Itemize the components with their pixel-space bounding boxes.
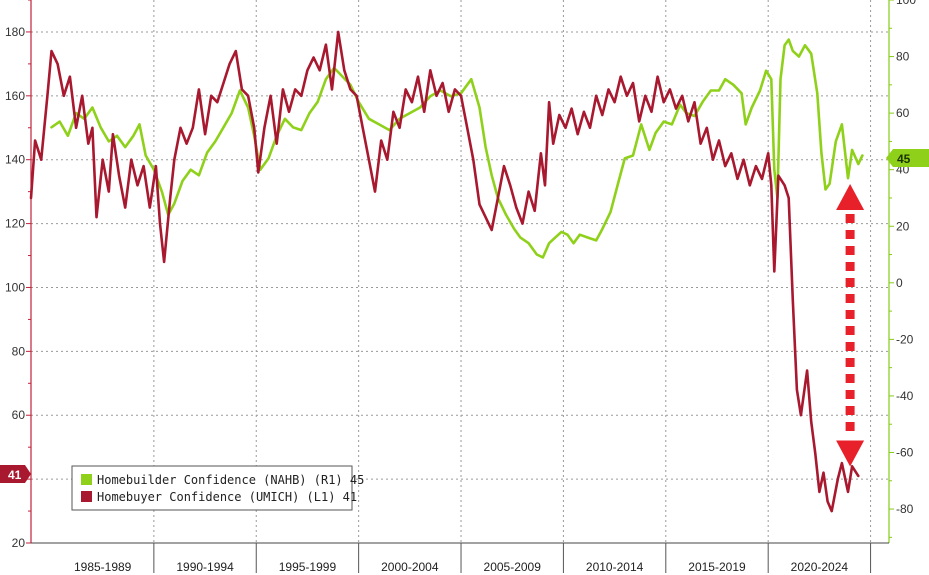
right-tick-label: 80 — [896, 50, 910, 64]
right-tick-label: 100 — [896, 0, 916, 7]
left-tick-label: 100 — [5, 280, 25, 294]
left-tick-label: 160 — [5, 89, 25, 103]
arrow-head-up — [836, 183, 865, 210]
x-period-label: 2020-2024 — [791, 560, 849, 574]
x-period-label: 1985-1989 — [74, 560, 132, 574]
left-value-badge — [0, 465, 31, 483]
x-period-label: 1990-1994 — [176, 560, 234, 574]
legend-swatch-nahb — [81, 474, 92, 485]
right-tick-label: -40 — [896, 389, 914, 403]
series-layer — [29, 30, 864, 513]
right-tick-label: 60 — [896, 106, 910, 120]
x-period-label: 2015-2019 — [688, 560, 746, 574]
legend-label-umich: Homebuyer Confidence (UMICH) (L1) 41 — [97, 490, 357, 504]
series-line-umich — [29, 30, 860, 513]
right-tick-label: -60 — [896, 446, 914, 460]
arrow-head-down — [836, 440, 865, 467]
x-axis-period-labels: 1985-1989 1990-1994 1995-1999 2000-2004 2005… — [74, 560, 848, 574]
right-tick-label: -80 — [896, 502, 914, 516]
left-tick-label: 20 — [12, 536, 26, 550]
right-value-badge — [886, 149, 929, 167]
legend: Homebuilder Confidence (NAHB) (R1) 45 Ho… — [71, 465, 364, 511]
right-tick-label: 20 — [896, 219, 910, 233]
left-tick-label: 180 — [5, 25, 25, 39]
left-axis: 20 60 80 100 120 140 160 180 — [5, 0, 31, 550]
x-period-label: 2005-2009 — [484, 560, 542, 574]
x-period-label: 2000-2004 — [381, 560, 439, 574]
x-period-label: 2010-2014 — [586, 560, 644, 574]
right-tick-label: 0 — [896, 276, 903, 290]
x-period-label: 1995-1999 — [279, 560, 337, 574]
right-value-badge-text: 45 — [897, 152, 911, 166]
series-line-nahb — [50, 38, 864, 259]
left-tick-label: 80 — [12, 344, 26, 358]
gridlines — [31, 0, 889, 544]
last-value-badges: 45 41 — [0, 149, 929, 483]
legend-label-nahb: Homebuilder Confidence (NAHB) (R1) 45 — [97, 473, 364, 487]
left-tick-label: 120 — [5, 217, 25, 231]
arrow-annotation — [836, 183, 865, 467]
legend-box — [71, 465, 353, 511]
right-tick-label: -20 — [896, 332, 914, 346]
left-tick-label: 140 — [5, 153, 25, 167]
legend-swatch-umich — [81, 491, 92, 502]
left-tick-label: 60 — [12, 408, 26, 422]
left-value-badge-text: 41 — [8, 468, 22, 482]
